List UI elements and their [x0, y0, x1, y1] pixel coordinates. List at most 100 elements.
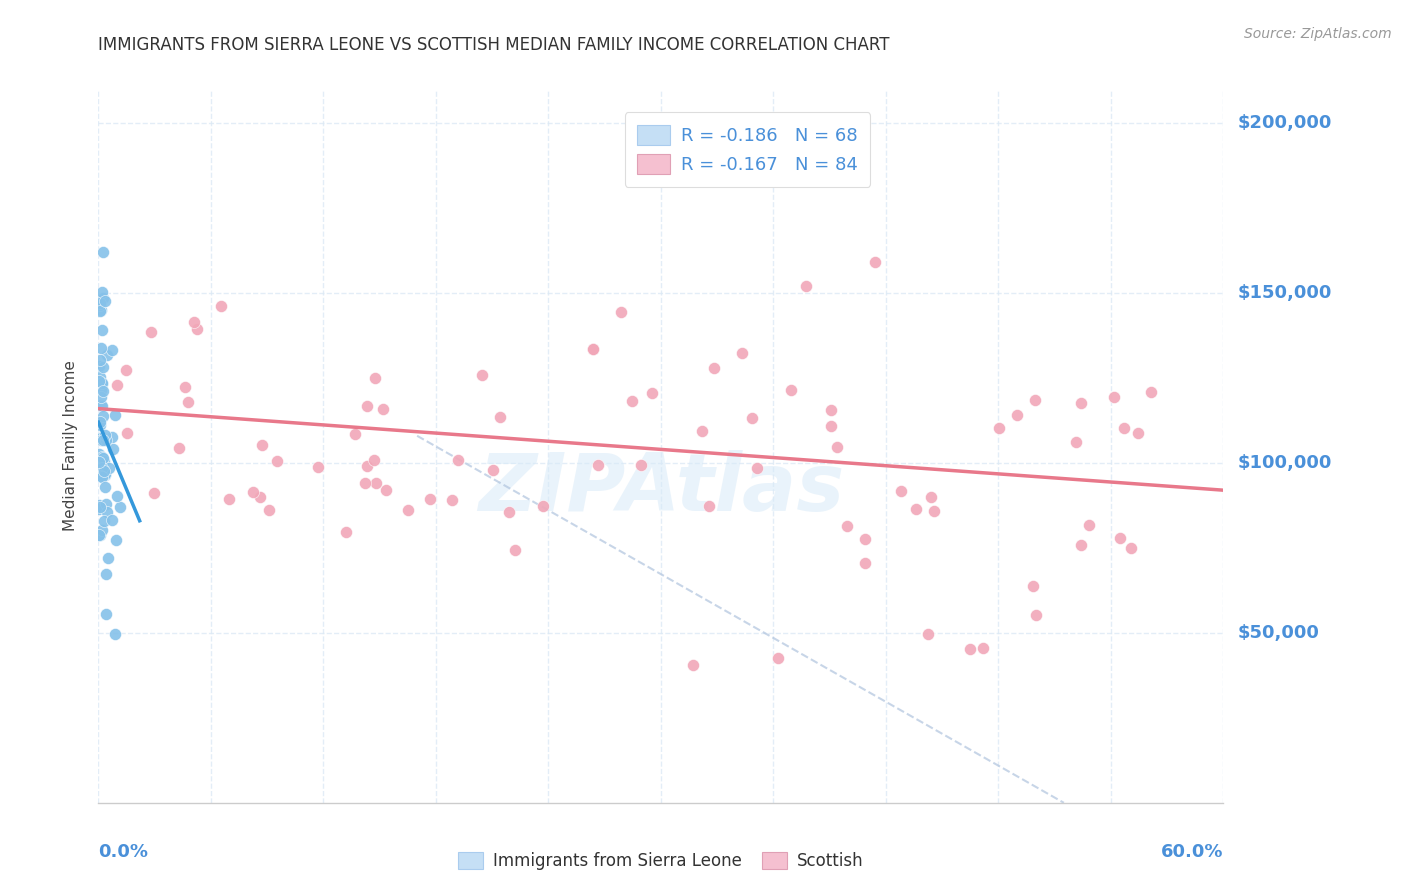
- Point: [96, 497, 118, 511]
- Point: [93, 454, 115, 468]
- Point: [89, 528, 111, 542]
- Text: $100,000: $100,000: [1237, 454, 1331, 472]
- Point: [94, 479, 117, 493]
- Point: [90, 450, 112, 465]
- Point: [820, 419, 842, 434]
- Point: [177, 395, 200, 409]
- Text: $150,000: $150,000: [1237, 284, 1331, 302]
- Text: Source: ZipAtlas.com: Source: ZipAtlas.com: [1244, 27, 1392, 41]
- Point: [741, 411, 763, 425]
- Point: [93, 464, 115, 478]
- Text: $200,000: $200,000: [1237, 114, 1331, 132]
- Point: [1102, 390, 1125, 404]
- Point: [582, 342, 605, 356]
- Point: [90, 398, 112, 412]
- Point: [364, 371, 387, 385]
- Point: [1064, 434, 1087, 449]
- Point: [104, 408, 127, 422]
- Point: [307, 459, 329, 474]
- Point: [356, 399, 378, 413]
- Point: [90, 302, 112, 317]
- Point: [105, 489, 128, 503]
- Point: [115, 362, 138, 376]
- Point: [697, 500, 720, 514]
- Point: [100, 513, 122, 527]
- Point: [87, 455, 110, 469]
- Point: [1112, 420, 1135, 434]
- Point: [94, 433, 117, 447]
- Point: [471, 368, 494, 383]
- Point: [89, 353, 111, 368]
- Point: [1005, 409, 1028, 423]
- Point: [904, 502, 927, 516]
- Point: [91, 376, 114, 391]
- Point: [103, 442, 125, 457]
- Point: [87, 374, 110, 388]
- Point: [853, 556, 876, 570]
- Point: [250, 438, 273, 452]
- Point: [266, 454, 288, 468]
- Point: [586, 458, 609, 472]
- Point: [91, 244, 114, 259]
- Point: [91, 376, 114, 390]
- Point: [242, 485, 264, 500]
- Point: [90, 463, 112, 477]
- Point: [1140, 385, 1163, 400]
- Point: [682, 657, 704, 672]
- Point: [249, 490, 271, 504]
- Point: [93, 384, 115, 398]
- Point: [890, 484, 912, 499]
- Point: [863, 254, 886, 268]
- Point: [94, 467, 117, 482]
- Point: [731, 346, 754, 360]
- Point: [87, 359, 110, 374]
- Point: [91, 323, 114, 337]
- Point: [489, 409, 512, 424]
- Point: [259, 503, 281, 517]
- Point: [209, 299, 232, 313]
- Point: [366, 475, 388, 490]
- Point: [630, 458, 652, 473]
- Point: [87, 431, 110, 445]
- Point: [768, 651, 790, 665]
- Point: [101, 343, 124, 358]
- Point: [90, 469, 112, 483]
- Point: [354, 476, 377, 491]
- Point: [93, 514, 115, 528]
- Point: [90, 433, 112, 447]
- Point: [97, 461, 120, 475]
- Point: [96, 505, 118, 519]
- Y-axis label: Median Family Income: Median Family Income: [63, 360, 77, 532]
- Point: [959, 642, 981, 657]
- Point: [90, 342, 112, 356]
- Legend: Immigrants from Sierra Leone, Scottish: Immigrants from Sierra Leone, Scottish: [451, 845, 870, 877]
- Point: [335, 524, 357, 539]
- Point: [93, 467, 115, 481]
- Point: [94, 567, 117, 582]
- Point: [396, 503, 419, 517]
- Point: [641, 386, 664, 401]
- Point: [91, 433, 114, 447]
- Point: [90, 461, 112, 475]
- Point: [1025, 608, 1047, 623]
- Point: [91, 451, 114, 466]
- Point: [690, 424, 713, 438]
- Point: [356, 459, 378, 474]
- Point: [174, 380, 197, 394]
- Point: [91, 409, 114, 424]
- Point: [1022, 579, 1045, 593]
- Text: $50,000: $50,000: [1237, 624, 1319, 642]
- Point: [344, 426, 367, 441]
- Point: [89, 500, 111, 514]
- Point: [94, 428, 117, 442]
- Point: [582, 342, 605, 356]
- Point: [89, 295, 111, 310]
- Point: [104, 533, 127, 548]
- Point: [90, 470, 112, 484]
- Text: 60.0%: 60.0%: [1161, 843, 1223, 861]
- Point: [827, 440, 849, 454]
- Point: [745, 461, 768, 475]
- Point: [218, 491, 240, 506]
- Text: IMMIGRANTS FROM SIERRA LEONE VS SCOTTISH MEDIAN FAMILY INCOME CORRELATION CHART: IMMIGRANTS FROM SIERRA LEONE VS SCOTTISH…: [98, 36, 890, 54]
- Point: [87, 528, 110, 542]
